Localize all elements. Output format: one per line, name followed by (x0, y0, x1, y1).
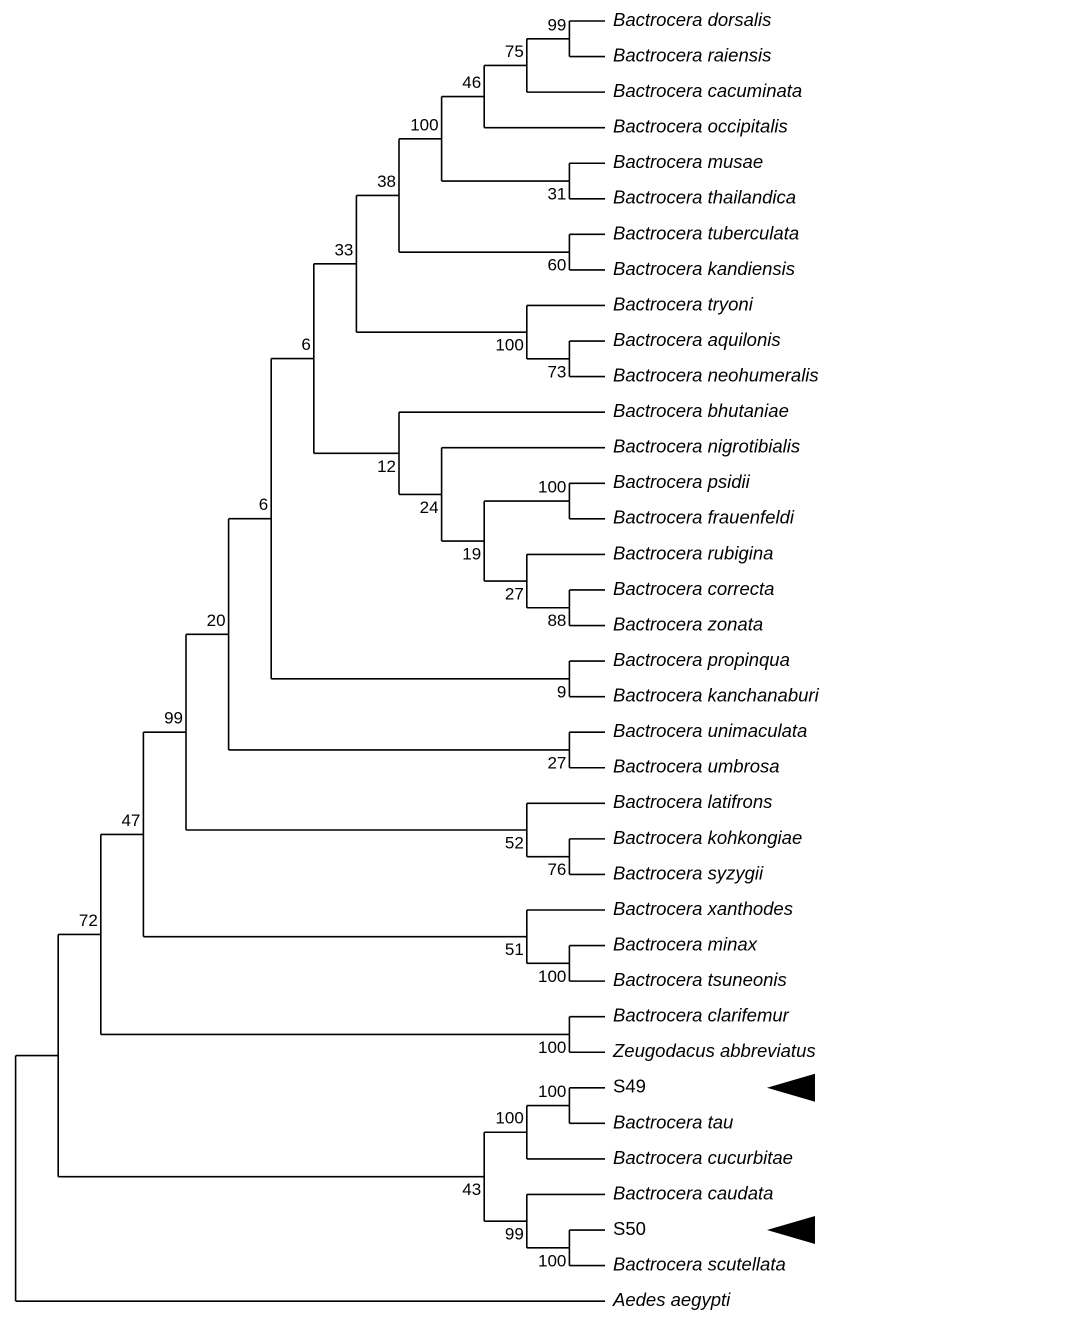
taxon-label: Bactrocera propinqua (613, 649, 790, 670)
taxon-label: Bactrocera cacuminata (613, 80, 802, 101)
bootstrap-value: 100 (495, 1109, 523, 1128)
bootstrap-value: 100 (538, 478, 566, 497)
bootstrap-value: 76 (547, 860, 566, 879)
bootstrap-value: 60 (547, 256, 566, 275)
bootstrap-value: 99 (505, 1225, 524, 1244)
bootstrap-value: 19 (462, 545, 481, 564)
bootstrap-value: 27 (505, 585, 524, 604)
taxon-label: Bactrocera kandiensis (613, 258, 795, 279)
taxon-label: Zeugodacus abbreviatus (612, 1040, 816, 1061)
taxon-label: Bactrocera unimaculata (613, 720, 807, 741)
taxon-label: Bactrocera occipitalis (613, 116, 788, 137)
taxon-label: Bactrocera tryoni (613, 293, 754, 314)
taxon-label: S49 (613, 1076, 646, 1097)
bootstrap-value: 88 (547, 611, 566, 630)
bootstrap-value: 72 (79, 911, 98, 930)
bootstrap-value: 99 (164, 709, 183, 728)
bootstrap-value: 33 (334, 240, 353, 259)
bootstrap-value: 47 (121, 811, 140, 830)
bootstrap-value: 43 (462, 1180, 481, 1199)
bootstrap-value: 99 (547, 15, 566, 34)
taxon-label: Bactrocera neohumeralis (613, 364, 819, 385)
bootstrap-value: 52 (505, 833, 524, 852)
taxon-label: Bactrocera tuberculata (613, 222, 799, 243)
taxon-label: Bactrocera umbrosa (613, 756, 780, 777)
bootstrap-value: 100 (538, 967, 566, 986)
taxon-label: Bactrocera caudata (613, 1182, 773, 1203)
bootstrap-value: 100 (495, 336, 523, 355)
bootstrap-value: 100 (538, 1251, 566, 1270)
marker-arrow (767, 1073, 815, 1102)
bootstrap-value: 73 (547, 362, 566, 381)
bootstrap-value: 6 (301, 335, 310, 354)
bootstrap-value: 100 (410, 115, 438, 134)
taxon-label: Bactrocera cucurbitae (613, 1147, 793, 1168)
taxon-label: Bactrocera tau (613, 1111, 733, 1132)
taxon-label: Bactrocera latifrons (613, 791, 772, 812)
bootstrap-value: 20 (207, 611, 226, 630)
taxon-label: Bactrocera zonata (613, 613, 763, 634)
taxon-label: S50 (613, 1218, 646, 1239)
taxon-label: Aedes aegypti (612, 1289, 731, 1310)
taxon-label: Bactrocera psidii (613, 471, 751, 492)
taxon-label: Bactrocera scutellata (613, 1253, 786, 1274)
taxon-label: Bactrocera syzygii (613, 862, 764, 883)
bootstrap-value: 38 (377, 172, 396, 191)
bootstrap-value: 24 (420, 498, 439, 517)
taxon-label: Bactrocera rubigina (613, 542, 773, 563)
taxon-label: Bactrocera raiensis (613, 44, 771, 65)
taxon-label: Bactrocera clarifemur (613, 1005, 790, 1026)
taxon-label: Bactrocera nigrotibialis (613, 436, 800, 457)
bootstrap-value: 9 (557, 682, 566, 701)
taxon-label: Bactrocera kanchanaburi (613, 685, 820, 706)
taxon-label: Bactrocera thailandica (613, 187, 796, 208)
bootstrap-value: 100 (538, 1082, 566, 1101)
taxon-label: Bactrocera dorsalis (613, 9, 771, 30)
taxon-label: Bactrocera frauenfeldi (613, 507, 795, 528)
bootstrap-value: 31 (547, 185, 566, 204)
taxon-label: Bactrocera correcta (613, 578, 774, 599)
bootstrap-value: 12 (377, 457, 396, 476)
bootstrap-value: 6 (259, 495, 268, 514)
taxon-label: Bactrocera tsuneonis (613, 969, 787, 990)
taxon-label: Bactrocera minax (613, 933, 758, 954)
marker-arrow (767, 1216, 815, 1245)
bootstrap-value: 46 (462, 73, 481, 92)
taxon-label: Bactrocera musae (613, 151, 763, 172)
taxon-label: Bactrocera aquilonis (613, 329, 781, 350)
taxon-label: Bactrocera bhutaniae (613, 400, 789, 421)
bootstrap-value: 27 (547, 753, 566, 772)
taxon-label: Bactrocera kohkongiae (613, 827, 802, 848)
taxon-label: Bactrocera xanthodes (613, 898, 793, 919)
bootstrap-value: 100 (538, 1038, 566, 1057)
bootstrap-value: 75 (505, 42, 524, 61)
bootstrap-value: 51 (505, 940, 524, 959)
